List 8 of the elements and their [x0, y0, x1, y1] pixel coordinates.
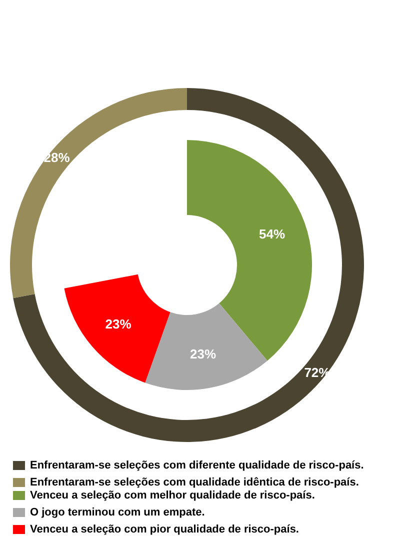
legend-label: Enfrentaram-se seleções com diferente qualidade de risco-país.	[30, 460, 364, 472]
data-label: 23%	[190, 346, 217, 362]
legend-label: Enfrentaram-se seleções com qualidade idêntica de risco-país.	[30, 476, 359, 488]
legend-label: Venceu a seleção com pior qualidade de risco-país.	[30, 524, 299, 536]
data-label: 54%	[259, 226, 286, 242]
legend-label: Venceu a seleção com melhor qualidade de risco-país.	[30, 490, 315, 502]
data-label: 23%	[105, 316, 132, 332]
legend-label: O jogo terminou com um empate.	[30, 506, 205, 518]
